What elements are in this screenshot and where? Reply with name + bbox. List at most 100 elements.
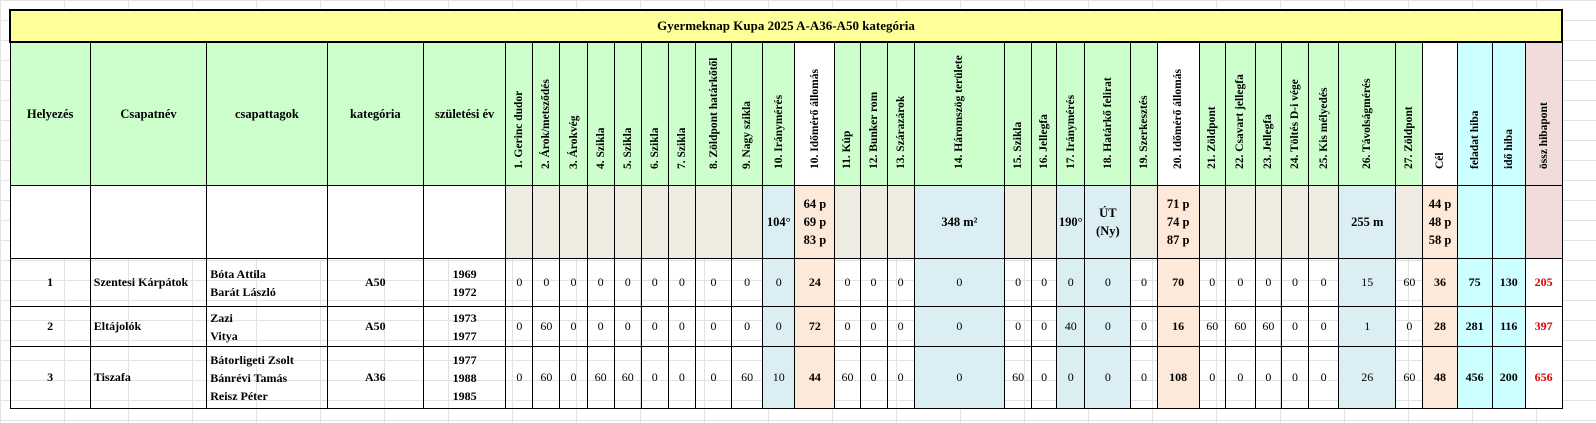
header-task-17[interactable]: 16. Jellegfa bbox=[1031, 41, 1058, 186]
category-cell[interactable]: A50 bbox=[326, 258, 424, 307]
task-solution-14[interactable] bbox=[886, 185, 915, 259]
score-cell[interactable]: 0 bbox=[586, 258, 615, 307]
task-solution-4[interactable] bbox=[586, 185, 615, 259]
blank-cell[interactable] bbox=[1456, 185, 1493, 259]
score-cell[interactable]: 0 bbox=[859, 258, 888, 307]
task-solution-12[interactable] bbox=[834, 185, 861, 259]
task-solution-16[interactable] bbox=[1004, 185, 1033, 259]
score-cell[interactable]: 0 bbox=[1056, 346, 1086, 409]
score-cell[interactable]: 0 bbox=[613, 258, 642, 307]
score-cell[interactable]: 0 bbox=[731, 306, 764, 347]
header-task-28[interactable]: 27. Zöldpont bbox=[1395, 41, 1424, 186]
score-cell[interactable]: 60 bbox=[1395, 346, 1424, 409]
score-cell[interactable]: 0 bbox=[886, 346, 915, 409]
members-cell[interactable]: Bóta Attila Barát László bbox=[206, 258, 328, 307]
task-solution-18[interactable]: 190° bbox=[1056, 185, 1086, 259]
score-cell[interactable]: 16 bbox=[1156, 306, 1200, 347]
score-cell[interactable]: 0 bbox=[1308, 258, 1340, 307]
score-cell[interactable]: 0 bbox=[886, 306, 915, 347]
task-solution-11[interactable]: 64 p 69 p 83 p bbox=[794, 185, 836, 259]
header-task-18[interactable]: 17. Iránymérés bbox=[1056, 41, 1086, 186]
blank-cell[interactable] bbox=[206, 185, 328, 259]
category-cell[interactable]: A50 bbox=[326, 306, 424, 347]
time-error-cell[interactable]: 130 bbox=[1491, 258, 1526, 307]
score-cell[interactable]: 60 bbox=[731, 346, 764, 409]
task-solution-3[interactable] bbox=[559, 185, 588, 259]
task-solution-1[interactable] bbox=[505, 185, 534, 259]
score-cell[interactable]: 60 bbox=[532, 346, 561, 409]
placement-cell[interactable]: 1 bbox=[9, 258, 91, 307]
time-error-cell[interactable]: 116 bbox=[1491, 306, 1526, 347]
task-solution-7[interactable] bbox=[667, 185, 696, 259]
score-cell[interactable]: 0 bbox=[1130, 258, 1158, 307]
task-solution-17[interactable] bbox=[1031, 185, 1058, 259]
header-task-4[interactable]: 4. Szikla bbox=[586, 41, 615, 186]
score-cell[interactable]: 0 bbox=[694, 306, 733, 347]
category-cell[interactable]: A36 bbox=[326, 346, 424, 409]
task-solution-15[interactable]: 348 m² bbox=[913, 185, 1006, 259]
header-task-20[interactable]: 19. Szerkesztés bbox=[1130, 41, 1158, 186]
time-error-cell[interactable]: 200 bbox=[1491, 346, 1526, 409]
score-cell[interactable]: 24 bbox=[794, 258, 836, 307]
task-solution-29[interactable]: 44 p 48 p 58 p bbox=[1422, 185, 1458, 259]
members-cell[interactable]: Zazi Vitya bbox=[206, 306, 328, 347]
score-cell[interactable]: 0 bbox=[1395, 306, 1424, 347]
score-cell[interactable]: 60 bbox=[1224, 306, 1256, 347]
blank-cell[interactable] bbox=[326, 185, 424, 259]
header-task-16[interactable]: 15. Szikla bbox=[1004, 41, 1033, 186]
score-cell[interactable]: 0 bbox=[613, 306, 642, 347]
task-solution-26[interactable] bbox=[1308, 185, 1340, 259]
score-cell[interactable]: 28 bbox=[1422, 306, 1458, 347]
header-task-24[interactable]: 23. Jellegfa bbox=[1254, 41, 1282, 186]
header-task-27[interactable]: 26. Távolságmérés bbox=[1338, 41, 1397, 186]
score-cell[interactable]: 0 bbox=[505, 346, 534, 409]
task-solution-19[interactable]: ÚT (Ny) bbox=[1084, 185, 1132, 259]
score-cell[interactable]: 10 bbox=[762, 346, 796, 409]
blank-cell[interactable] bbox=[9, 185, 91, 259]
placement-cell[interactable]: 2 bbox=[9, 306, 91, 347]
score-cell[interactable]: 44 bbox=[794, 346, 836, 409]
task-solution-5[interactable] bbox=[613, 185, 642, 259]
score-cell[interactable]: 0 bbox=[834, 258, 861, 307]
team-name-cell[interactable]: Tiszafa bbox=[89, 346, 208, 409]
score-cell[interactable]: 0 bbox=[559, 258, 588, 307]
task-solution-23[interactable] bbox=[1224, 185, 1256, 259]
score-cell[interactable]: 0 bbox=[1308, 306, 1340, 347]
score-cell[interactable]: 0 bbox=[505, 306, 534, 347]
score-cell[interactable]: 0 bbox=[1031, 258, 1058, 307]
score-cell[interactable]: 0 bbox=[913, 306, 1006, 347]
header-task-21[interactable]: 20. Időmérő állomás bbox=[1156, 41, 1200, 186]
score-cell[interactable]: 0 bbox=[1254, 258, 1282, 307]
blank-cell[interactable] bbox=[1491, 185, 1526, 259]
header-task-13[interactable]: 12. Bunker rom bbox=[859, 41, 888, 186]
header-task-10[interactable]: 10. Iránymérés bbox=[762, 41, 796, 186]
score-cell[interactable]: 0 bbox=[694, 258, 733, 307]
score-cell[interactable]: 72 bbox=[794, 306, 836, 347]
header-task-29[interactable]: Cél bbox=[1422, 41, 1458, 186]
score-cell[interactable]: 0 bbox=[532, 258, 561, 307]
score-cell[interactable]: 0 bbox=[640, 306, 669, 347]
score-cell[interactable]: 48 bbox=[1422, 346, 1458, 409]
score-cell[interactable]: 60 bbox=[1254, 306, 1282, 347]
task-solution-2[interactable] bbox=[532, 185, 561, 259]
score-cell[interactable]: 0 bbox=[1224, 346, 1256, 409]
score-cell[interactable]: 0 bbox=[1254, 346, 1282, 409]
task-solution-28[interactable] bbox=[1395, 185, 1424, 259]
task-solution-8[interactable] bbox=[694, 185, 733, 259]
total-cell[interactable]: 205 bbox=[1524, 258, 1563, 307]
score-cell[interactable]: 0 bbox=[667, 306, 696, 347]
score-cell[interactable]: 0 bbox=[667, 258, 696, 307]
score-cell[interactable]: 0 bbox=[762, 306, 796, 347]
header-task-9[interactable]: 9. Nagy szikla bbox=[731, 41, 764, 186]
score-cell[interactable]: 0 bbox=[1084, 258, 1132, 307]
score-cell[interactable]: 0 bbox=[640, 258, 669, 307]
score-cell[interactable]: 60 bbox=[1198, 306, 1226, 347]
header-task-22[interactable]: 21. Zöldpont bbox=[1198, 41, 1226, 186]
header-task-6[interactable]: 6. Szikla bbox=[640, 41, 669, 186]
score-cell[interactable]: 60 bbox=[1395, 258, 1424, 307]
header-members[interactable]: csapattagok bbox=[206, 41, 328, 186]
header-task-8[interactable]: 8. Zöldpont határkőtől bbox=[694, 41, 733, 186]
score-cell[interactable]: 60 bbox=[613, 346, 642, 409]
members-cell[interactable]: Bátorligeti Zsolt Bánrévi Tamás Reisz Péte… bbox=[206, 346, 328, 409]
score-cell[interactable]: 0 bbox=[559, 346, 588, 409]
